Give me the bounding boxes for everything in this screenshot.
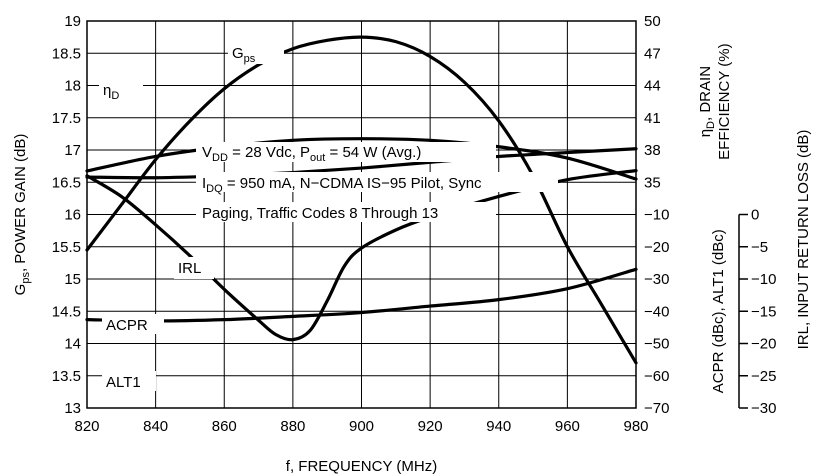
y-left-axis-title: Gps, POWER GAIN (dB) — [12, 134, 32, 296]
y-right-efficiency-title-line1: ηD, DRAIN — [697, 66, 717, 137]
y-left-tick-label: 13 — [64, 400, 81, 417]
x-tick-label: 920 — [418, 418, 443, 435]
y-right-acpr-tick-label: −30 — [644, 271, 669, 288]
series-label-acpr: ACPR — [106, 317, 148, 334]
y-left-tick-label: 14.5 — [52, 303, 81, 320]
y-right-efficiency-tick-label: 47 — [644, 45, 661, 62]
x-tick-label: 980 — [623, 418, 648, 435]
y-right-efficiency-title-line2: EFFICIENCY (%) — [716, 43, 733, 159]
y-irl-tick-label: −5 — [751, 239, 768, 256]
y-right-acpr-tick-label: −70 — [644, 400, 669, 417]
y-irl-tick-label: −15 — [751, 303, 776, 320]
y-right-acpr-title: ACPR (dBc), ALT1 (dBc) — [710, 229, 727, 393]
y-right-efficiency-tick-label: 38 — [644, 142, 661, 159]
y-right-irl-title: IRL, INPUT RETURN LOSS (dB) — [795, 130, 812, 350]
y-irl-tick-label: −10 — [751, 271, 776, 288]
y-left-tick-label: 13.5 — [52, 368, 81, 385]
annotation-line3: Paging, Traffic Codes 8 Through 13 — [202, 205, 438, 222]
x-tick-label: 880 — [280, 418, 305, 435]
y-irl-tick-label: −20 — [751, 336, 776, 353]
y-left-tick-label: 15 — [64, 271, 81, 288]
y-irl-tick-label: −30 — [751, 400, 776, 417]
y-right-efficiency-tick-label: 35 — [644, 174, 661, 191]
series-label-irl: IRL — [178, 260, 201, 277]
y-left-tick-label: 19 — [64, 13, 81, 30]
y-left-tick-label: 14 — [64, 336, 81, 353]
x-tick-label: 900 — [349, 418, 374, 435]
y-right-efficiency-tick-label: 41 — [644, 110, 661, 127]
x-tick-label: 940 — [486, 418, 511, 435]
chart-labels: f, FREQUENCY (MHz) Gps, POWER GAIN (dB) ηD… — [12, 42, 812, 474]
series-label-alt1: ALT1 — [106, 374, 141, 391]
y-right-acpr-tick-label: −50 — [644, 336, 669, 353]
x-tick-label: 840 — [143, 418, 168, 435]
y-left-tick-label: 18.5 — [52, 45, 81, 62]
y-right-acpr-tick-label: −60 — [644, 368, 669, 385]
y-right-acpr-tick-label: −40 — [644, 303, 669, 320]
y-left-tick-label: 18 — [64, 78, 81, 95]
x-tick-label: 860 — [212, 418, 237, 435]
y-right-efficiency-tick-label: 44 — [644, 78, 661, 95]
y-left-tick-label: 16 — [64, 207, 81, 224]
y-irl-tick-label: −25 — [751, 368, 776, 385]
x-axis-title: f, FREQUENCY (MHz) — [286, 458, 437, 474]
y-left-tick-label: 17 — [64, 142, 81, 159]
y-right-acpr-tick-label: −10 — [644, 207, 669, 224]
y-right-efficiency-tick-label: 50 — [644, 13, 661, 30]
x-tick-label: 820 — [74, 418, 99, 435]
x-tick-label: 960 — [555, 418, 580, 435]
y-right-acpr-tick-label: −20 — [644, 239, 669, 256]
y-left-tick-label: 17.5 — [52, 110, 81, 127]
y-left-tick-label: 15.5 — [52, 239, 81, 256]
y-irl-tick-label: 0 — [751, 207, 759, 224]
y-left-tick-label: 16.5 — [52, 174, 81, 191]
